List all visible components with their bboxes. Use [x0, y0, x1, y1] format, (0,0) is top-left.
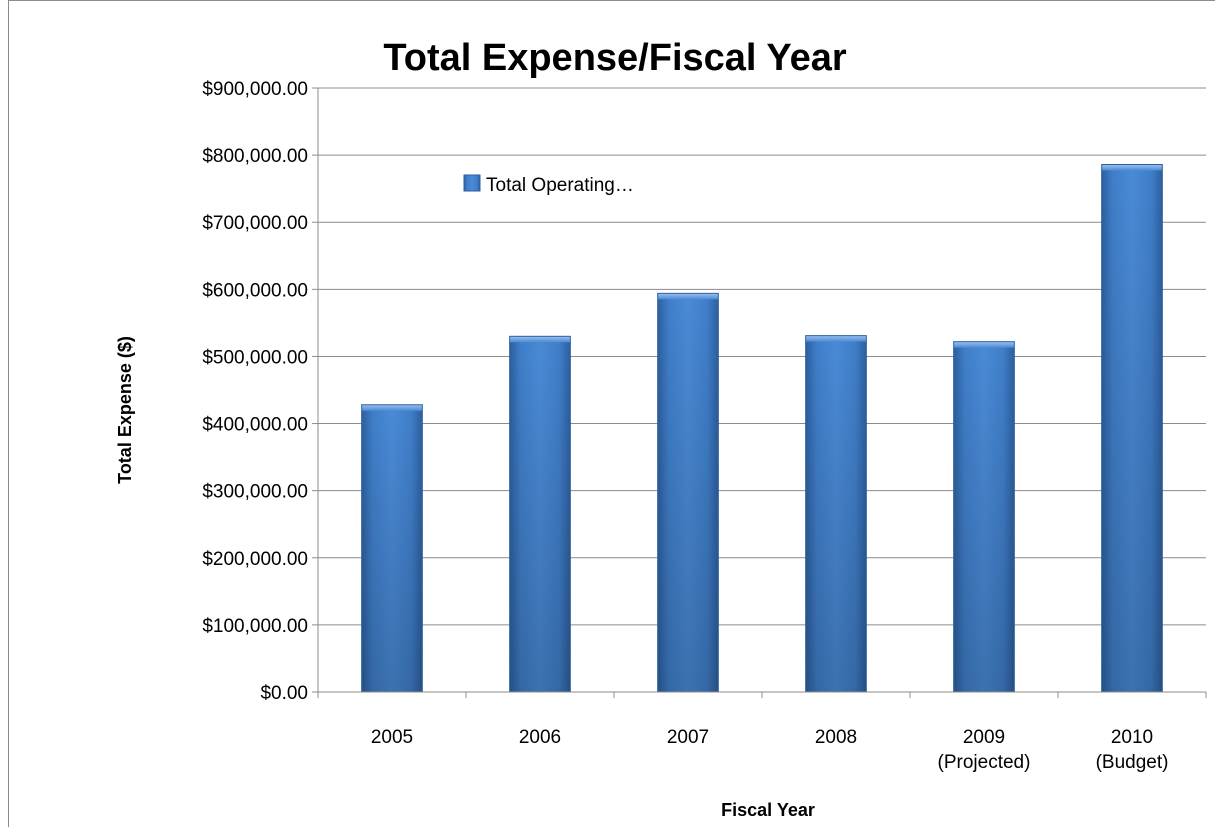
chart-title: Total Expense/Fiscal Year — [383, 37, 846, 79]
x-axis-title: Fiscal Year — [721, 800, 815, 820]
y-tick-label: $200,000.00 — [202, 549, 308, 570]
y-tick-label: $500,000.00 — [202, 347, 308, 368]
legend-swatch — [463, 174, 481, 192]
bar-shade — [657, 293, 719, 692]
bar — [509, 335, 571, 693]
bar-cap — [657, 293, 719, 300]
x-tick-label: (Projected) — [938, 752, 1031, 773]
bar — [805, 335, 867, 693]
y-tick-label: $900,000.00 — [202, 79, 308, 100]
bar-shade — [1101, 164, 1163, 693]
chart-frame — [8, 0, 1215, 827]
y-tick-label: $300,000.00 — [202, 482, 308, 503]
bar — [361, 404, 423, 693]
bar-cap — [361, 404, 423, 411]
bar-cap — [953, 341, 1015, 348]
y-tick-label: $0.00 — [260, 683, 308, 704]
bar — [657, 292, 719, 693]
x-tick-label: 2007 — [667, 727, 709, 748]
y-tick-label: $700,000.00 — [202, 213, 308, 234]
bar — [953, 341, 1015, 693]
x-tick-label: 2008 — [815, 727, 857, 748]
y-tick-label: $100,000.00 — [202, 616, 308, 637]
y-tick-label: $400,000.00 — [202, 415, 308, 436]
bar-shade — [953, 341, 1015, 692]
bar-shade — [509, 336, 571, 692]
bar-cap — [509, 336, 571, 343]
y-axis-title: Total Expense ($) — [115, 336, 135, 484]
bar-cap — [1101, 164, 1163, 171]
bar-cap — [805, 335, 867, 342]
x-tick-label: 2010 — [1111, 727, 1153, 748]
x-tick-label: 2006 — [519, 727, 561, 748]
y-tick-label: $800,000.00 — [202, 146, 308, 167]
bars — [361, 164, 1163, 693]
x-tick-label: 2005 — [371, 727, 413, 748]
legend-label: Total Operating… — [486, 175, 634, 196]
legend: Total Operating… — [463, 174, 634, 196]
x-tick-label: 2009 — [963, 727, 1005, 748]
x-axis-ticks: 2005 2006 2007 2008 2009 (Projected) 2010 (Budg… — [317, 692, 1207, 773]
bar-shade — [361, 404, 423, 692]
bar-shade — [805, 335, 867, 692]
y-tick-label: $600,000.00 — [202, 280, 308, 301]
y-axis-ticks: $0.00 $100,000.00 $200,000.00 $300,000.00 $4… — [202, 79, 318, 704]
bar — [1101, 164, 1163, 693]
x-tick-label: (Budget) — [1096, 752, 1169, 773]
gridlines — [318, 87, 1206, 626]
